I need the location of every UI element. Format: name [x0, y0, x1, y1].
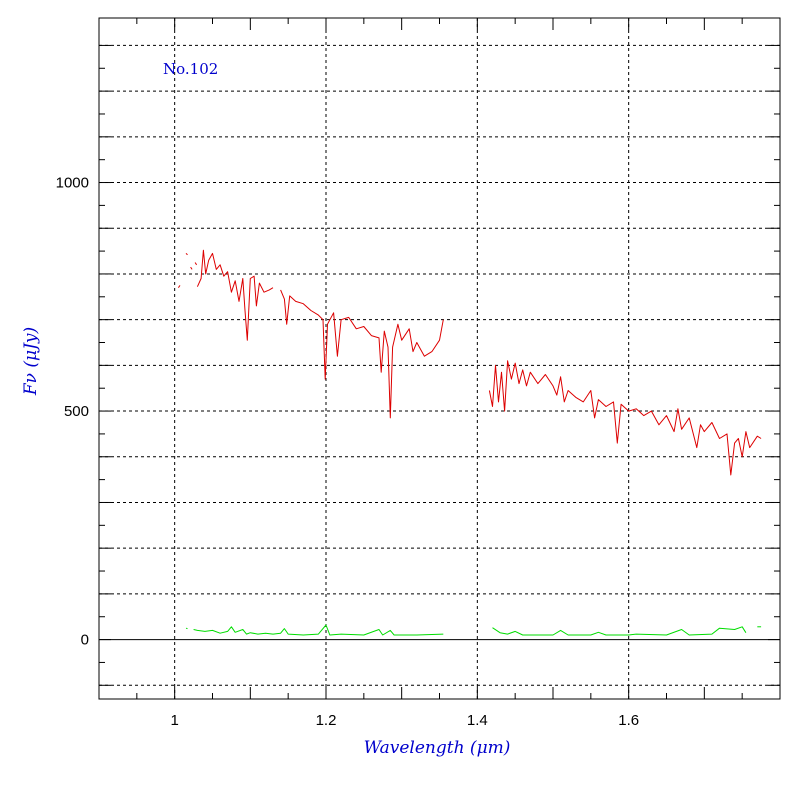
- grid-lines: [99, 18, 780, 699]
- y-tick-label: 1000: [56, 175, 89, 192]
- spectrum-line-segment: [194, 262, 198, 266]
- noise-line-segment: [492, 626, 747, 636]
- spectrum-line-segment: [190, 266, 193, 270]
- data-series: [177, 249, 762, 636]
- spectrum-line-segment: [177, 285, 181, 288]
- x-tick-label: 1.2: [316, 712, 337, 729]
- tick-marks: [98, 18, 781, 699]
- noise-line-segment: [193, 624, 444, 636]
- y-tick-label: 500: [64, 403, 89, 420]
- spectrum-id-label: No.102: [163, 60, 218, 78]
- spectrum-line-segment: [196, 249, 274, 341]
- spectrum-line-segment: [488, 360, 762, 476]
- x-tick-label: 1: [170, 712, 178, 729]
- x-tick-label: 1.4: [467, 712, 488, 729]
- spectrum-line-segment: [185, 253, 188, 256]
- x-tick-label: 1.6: [618, 712, 639, 729]
- y-tick-label: 0: [81, 632, 89, 649]
- plot-frame: [98, 17, 781, 700]
- x-axis-title: Wavelength (μm): [364, 738, 511, 758]
- y-axis-title: Fν (μJy): [21, 327, 41, 396]
- spectrum-line-segment: [280, 289, 444, 419]
- tick-labels: 1 1.2 1.4 1.6 0 500 1000: [56, 175, 639, 729]
